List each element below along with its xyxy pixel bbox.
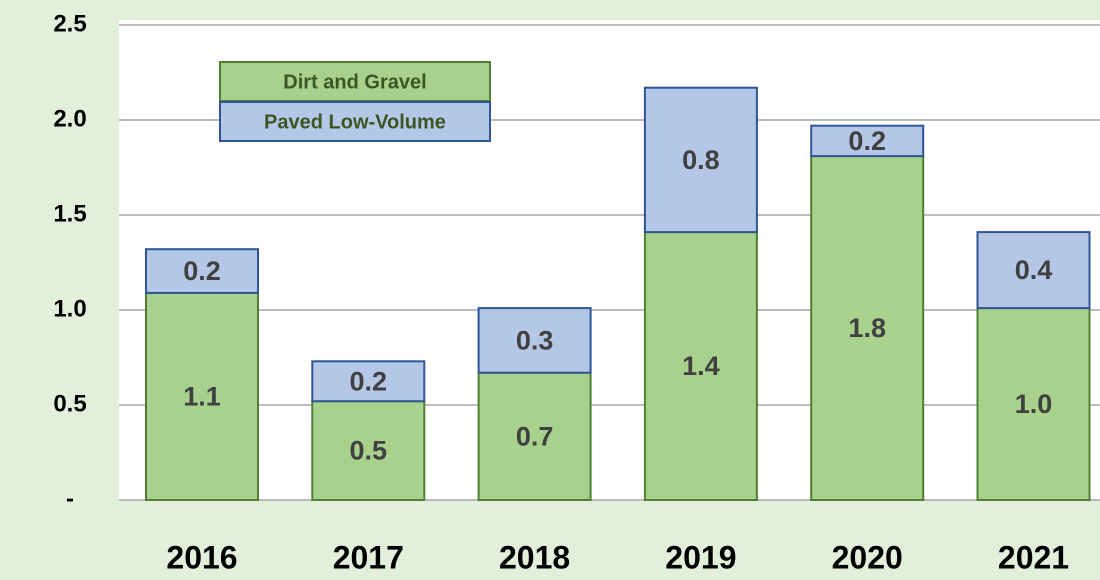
legend-label: Dirt and Gravel bbox=[283, 71, 426, 93]
bar-segment bbox=[477, 307, 592, 374]
bar-segment bbox=[976, 231, 1091, 310]
legend-swatch bbox=[219, 61, 491, 102]
data-label: 1.8 bbox=[848, 313, 886, 343]
y-tick-label: 1.0 bbox=[53, 295, 86, 322]
data-label: 0.3 bbox=[516, 326, 554, 356]
x-tick-label: 2018 bbox=[499, 539, 570, 575]
data-label: 0.2 bbox=[183, 256, 221, 286]
data-label: 1.1 bbox=[183, 382, 221, 412]
y-tick-label: 2.0 bbox=[53, 105, 86, 132]
bar-segment bbox=[477, 371, 592, 502]
y-tick-label: 0.5 bbox=[53, 390, 86, 417]
x-tick-label: 2019 bbox=[665, 539, 736, 575]
bar-segment bbox=[643, 86, 758, 234]
data-label: 0.2 bbox=[848, 126, 886, 156]
data-label: 0.4 bbox=[1015, 255, 1053, 285]
data-label: 0.7 bbox=[516, 421, 554, 451]
x-tick-label: 2016 bbox=[166, 539, 237, 575]
data-label: 0.2 bbox=[350, 366, 388, 396]
data-label: 1.0 bbox=[1015, 389, 1053, 419]
bar-segment bbox=[810, 124, 925, 158]
data-label: 0.5 bbox=[350, 436, 388, 466]
bar-segment bbox=[810, 155, 925, 501]
bar-segment bbox=[145, 291, 259, 501]
bar-segment bbox=[145, 248, 259, 294]
bar-segment bbox=[311, 360, 426, 403]
data-label: 0.8 bbox=[682, 145, 720, 175]
y-tick-label: - bbox=[66, 485, 74, 512]
y-tick-label: 2.5 bbox=[53, 10, 86, 37]
legend-label: Paved Low-Volume bbox=[264, 111, 446, 133]
x-tick-label: 2017 bbox=[333, 539, 404, 575]
data-label: 1.4 bbox=[682, 351, 720, 381]
x-tick-label: 2021 bbox=[998, 539, 1069, 575]
y-tick-label: 1.5 bbox=[53, 200, 86, 227]
legend-swatch bbox=[219, 101, 491, 142]
x-tick-label: 2020 bbox=[832, 539, 903, 575]
